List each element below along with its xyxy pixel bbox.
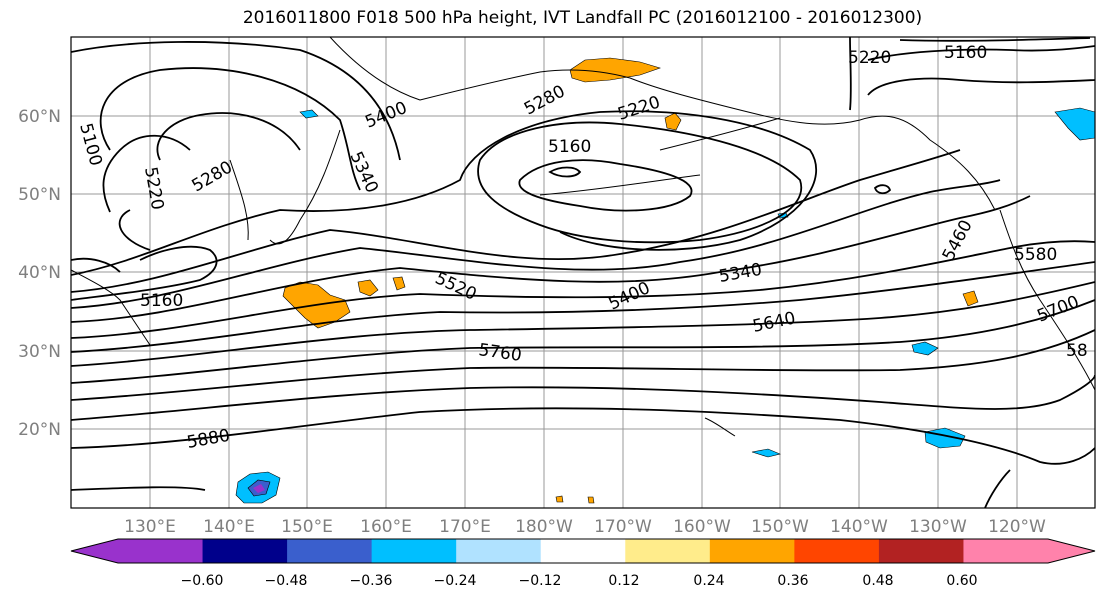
ivt-positive-patch — [587, 496, 595, 504]
colorbar-box — [540, 539, 626, 563]
lat-label: 20°N — [18, 420, 61, 440]
colorbar-outline — [70, 538, 1096, 564]
ivt-shading — [235, 57, 1095, 504]
contour-label: 5340 — [345, 149, 381, 197]
lat-label: 50°N — [18, 185, 61, 205]
colorbar-box — [794, 539, 880, 563]
lon-label: 130°W — [909, 517, 967, 537]
contour-label: 5760 — [477, 340, 523, 366]
lon-label: 150°E — [281, 517, 333, 537]
colorbar-tick-label: −0.24 — [434, 573, 477, 589]
colorbar-tick-label: 0.36 — [777, 573, 808, 589]
ivt-positive-patch — [962, 290, 979, 307]
height-contours — [71, 37, 1095, 508]
ivt-positive-patch — [392, 276, 406, 291]
contour-label: 5880 — [185, 426, 231, 453]
contour-label: 5160 — [140, 291, 183, 311]
ivt-positive-patch — [664, 112, 682, 131]
colorbar-tick-label: −0.12 — [519, 573, 562, 589]
ivt-positive-patch — [569, 57, 661, 83]
ivt-positive-patch — [357, 279, 379, 297]
ivt-negative-patch — [751, 448, 781, 458]
colorbar-boxes — [70, 538, 1096, 564]
ivt-most-negative-core — [253, 484, 265, 493]
contour-label: 5640 — [751, 308, 797, 337]
contour-label: 5700 — [1034, 292, 1082, 327]
colorbar-box — [371, 539, 457, 563]
colorbar-box — [287, 539, 373, 563]
contour-label: 5160 — [548, 137, 591, 157]
contour-label: 5220 — [140, 165, 167, 211]
lon-label: 120°W — [988, 517, 1046, 537]
colorbar-tick-label: −0.48 — [265, 573, 308, 589]
colorbar-ticks: −0.60 −0.48 −0.36 −0.24 −0.12 0.12 0.24 … — [181, 573, 978, 589]
ivt-negative-patch — [911, 341, 939, 356]
colorbar-box — [118, 539, 204, 563]
colorbar-tick-label: 0.48 — [862, 573, 893, 589]
lon-label: 170°E — [439, 517, 491, 537]
coastlines — [71, 37, 1095, 437]
map-frame — [70, 36, 1096, 509]
lat-label: 40°N — [18, 263, 61, 283]
lon-label: 130°E — [124, 517, 176, 537]
colorbar: −0.60 −0.48 −0.36 −0.24 −0.12 0.12 0.24 … — [70, 538, 1096, 589]
colorbar-tick-label: 0.24 — [693, 573, 724, 589]
contour-label: 5220 — [848, 48, 891, 68]
colorbar-extend-max — [1048, 539, 1095, 563]
ivt-negative-patch — [1054, 107, 1095, 141]
contour-label: 5280 — [521, 81, 569, 119]
colorbar-box — [202, 539, 288, 563]
map-title: 2016011800 F018 500 hPa height, IVT Land… — [242, 8, 923, 28]
lat-label: 60°N — [18, 107, 61, 127]
colorbar-extend-min — [71, 539, 118, 563]
lon-label: 180°W — [515, 517, 573, 537]
lon-label: 170°W — [594, 517, 652, 537]
colorbar-box — [625, 539, 711, 563]
lat-label: 30°N — [18, 342, 61, 362]
colorbar-tick-label: −0.60 — [181, 573, 224, 589]
latitude-labels: 60°N 50°N 40°N 30°N 20°N — [18, 107, 61, 440]
ivt-positive-patch — [555, 495, 564, 503]
lon-label: 150°W — [751, 517, 809, 537]
contour-labels: 5220 5160 5100 5220 5280 5400 5340 5280 … — [75, 43, 1087, 453]
colorbar-box — [963, 539, 1049, 563]
contour-label: 5220 — [615, 92, 662, 124]
lon-label: 160°E — [360, 517, 412, 537]
colorbar-tick-label: −0.36 — [350, 573, 393, 589]
lon-label: 160°W — [673, 517, 731, 537]
colorbar-box — [709, 539, 795, 563]
colorbar-tick-label: 0.12 — [608, 573, 639, 589]
lon-label: 140°E — [203, 517, 255, 537]
colorbar-box — [878, 539, 964, 563]
colorbar-box — [456, 539, 542, 563]
contour-label: 5340 — [717, 260, 763, 287]
contour-label: 5160 — [944, 43, 987, 63]
contour-label: 5460 — [939, 217, 977, 265]
longitude-labels: 130°E 140°E 150°E 160°E 170°E 180°W 170°… — [124, 517, 1046, 537]
lon-label: 140°W — [830, 517, 888, 537]
contour-label: 58 — [1066, 341, 1088, 361]
colorbar-tick-label: 0.60 — [946, 573, 977, 589]
contour-label: 5580 — [1014, 245, 1057, 265]
